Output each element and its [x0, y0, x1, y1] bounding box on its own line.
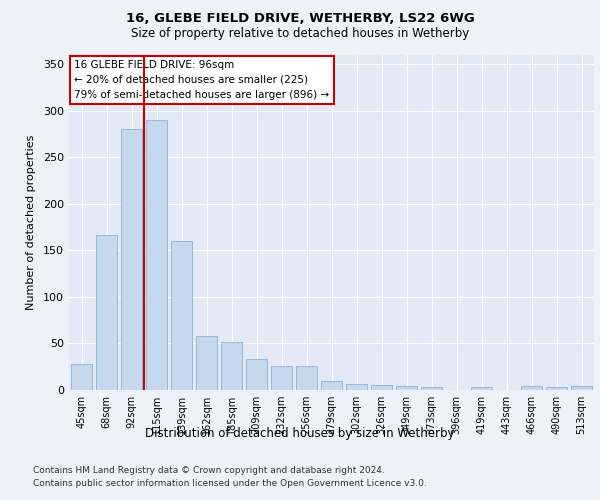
- Bar: [421, 387, 442, 390]
- Bar: [271, 366, 292, 390]
- Bar: [346, 384, 367, 390]
- Text: Size of property relative to detached houses in Wetherby: Size of property relative to detached ho…: [131, 28, 469, 40]
- Bar: [296, 366, 317, 390]
- Y-axis label: Number of detached properties: Number of detached properties: [26, 135, 36, 310]
- Text: Contains HM Land Registry data © Crown copyright and database right 2024.: Contains HM Land Registry data © Crown c…: [33, 466, 385, 475]
- Bar: [146, 120, 167, 390]
- Bar: [221, 342, 242, 390]
- Bar: [96, 234, 117, 390]
- Text: 16, GLEBE FIELD DRIVE, WETHERBY, LS22 6WG: 16, GLEBE FIELD DRIVE, WETHERBY, LS22 6W…: [125, 12, 475, 26]
- Bar: [121, 130, 142, 390]
- Bar: [396, 386, 417, 390]
- Bar: [371, 386, 392, 390]
- Bar: [521, 386, 542, 390]
- Text: 16 GLEBE FIELD DRIVE: 96sqm
← 20% of detached houses are smaller (225)
79% of se: 16 GLEBE FIELD DRIVE: 96sqm ← 20% of det…: [74, 60, 329, 100]
- Bar: [546, 387, 567, 390]
- Bar: [196, 336, 217, 390]
- Text: Contains public sector information licensed under the Open Government Licence v3: Contains public sector information licen…: [33, 479, 427, 488]
- Bar: [171, 241, 192, 390]
- Bar: [571, 386, 592, 390]
- Bar: [321, 380, 342, 390]
- Bar: [246, 360, 267, 390]
- Bar: [71, 364, 92, 390]
- Bar: [471, 387, 492, 390]
- Text: Distribution of detached houses by size in Wetherby: Distribution of detached houses by size …: [145, 428, 455, 440]
